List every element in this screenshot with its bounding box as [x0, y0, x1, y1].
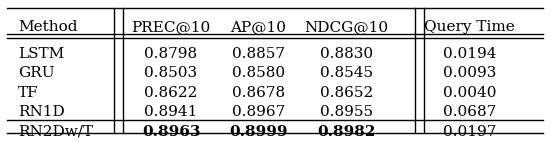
Text: 0.8580: 0.8580 — [232, 66, 285, 80]
Text: GRU: GRU — [18, 66, 54, 80]
Text: Method: Method — [18, 20, 78, 34]
Text: 0.8941: 0.8941 — [144, 105, 197, 119]
Text: 0.8678: 0.8678 — [232, 86, 285, 100]
Text: AP@10: AP@10 — [230, 20, 287, 34]
Text: 0.8967: 0.8967 — [232, 105, 285, 119]
Text: TF: TF — [18, 86, 38, 100]
Text: NDCG@10: NDCG@10 — [304, 20, 388, 34]
Text: 0.8830: 0.8830 — [320, 47, 373, 61]
Text: 0.8652: 0.8652 — [320, 86, 373, 100]
Text: 0.8963: 0.8963 — [142, 125, 200, 139]
Text: PREC@10: PREC@10 — [131, 20, 211, 34]
Text: 0.8545: 0.8545 — [320, 66, 373, 80]
Text: 0.8622: 0.8622 — [144, 86, 197, 100]
Text: 0.0093: 0.0093 — [443, 66, 496, 80]
Text: 0.8857: 0.8857 — [232, 47, 285, 61]
Text: 0.8999: 0.8999 — [229, 125, 288, 139]
Text: 0.8955: 0.8955 — [320, 105, 373, 119]
Text: 0.0194: 0.0194 — [443, 47, 496, 61]
Text: LSTM: LSTM — [18, 47, 64, 61]
Text: RN1D: RN1D — [18, 105, 64, 119]
Text: 0.8503: 0.8503 — [145, 66, 197, 80]
Text: 0.8982: 0.8982 — [317, 125, 375, 139]
Text: Query Time: Query Time — [424, 20, 515, 34]
Text: RN2Dw/T: RN2Dw/T — [18, 125, 93, 139]
Text: 0.0687: 0.0687 — [443, 105, 496, 119]
Text: 0.8798: 0.8798 — [145, 47, 197, 61]
Text: 0.0040: 0.0040 — [443, 86, 496, 100]
Text: 0.0197: 0.0197 — [443, 125, 496, 139]
